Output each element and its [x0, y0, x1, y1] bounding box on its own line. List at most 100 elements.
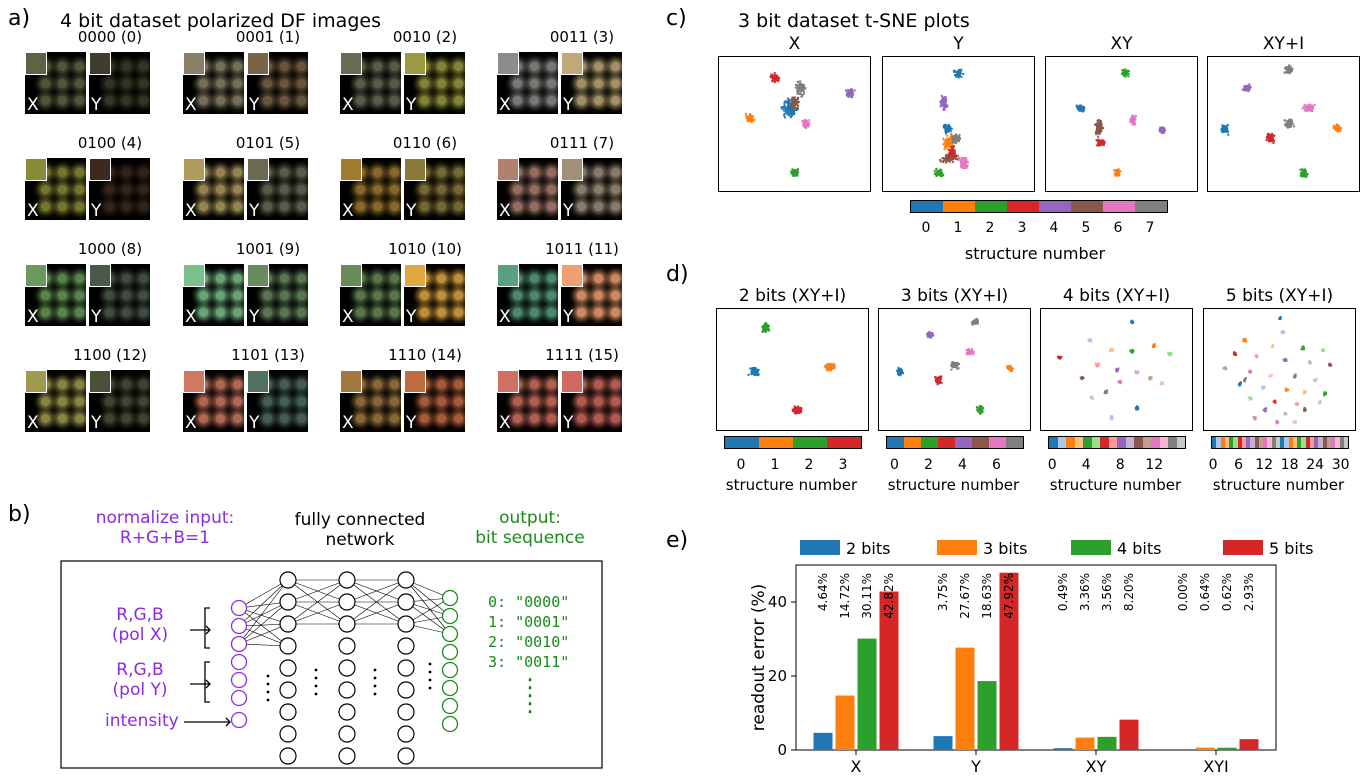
scatter-spot: [437, 202, 446, 211]
scatter-spot: [356, 202, 365, 211]
scatter-point: [773, 81, 776, 84]
scatter-point: [951, 154, 954, 157]
scatter-point: [951, 136, 954, 139]
scatter-point: [850, 88, 853, 91]
scatter-point: [900, 371, 903, 374]
scatter-point: [942, 124, 945, 127]
tile-label: 0010 (2): [392, 28, 458, 46]
scatter-point: [770, 76, 773, 79]
scatter-point: [747, 117, 750, 120]
scatter-spot: [547, 79, 556, 88]
scatter-point: [1080, 108, 1083, 111]
color-swatch: [25, 52, 47, 75]
scatter-point: [1111, 348, 1114, 351]
colorbar-segment: [1305, 437, 1310, 448]
scatter-spot: [373, 79, 382, 88]
scatter-point: [966, 164, 969, 167]
scatter-point: [1303, 175, 1306, 178]
scatter-point: [1267, 137, 1270, 140]
scatter-point: [1104, 391, 1107, 394]
df-image-x: X: [183, 264, 244, 326]
scatter-point: [1097, 142, 1100, 145]
scatter-point: [936, 378, 939, 381]
color-swatch: [89, 158, 111, 181]
scatter-spot: [41, 308, 50, 317]
colorbar-segment: [1100, 437, 1109, 448]
scatter-point: [1009, 366, 1012, 369]
colorbar-tick-label: 0: [1047, 457, 1057, 473]
scatter-point: [976, 408, 979, 411]
scatter-point: [1125, 73, 1128, 76]
scatter-point: [1097, 124, 1100, 127]
color-swatch: [404, 158, 426, 181]
scatter-point: [1271, 139, 1274, 142]
scatter-spot: [199, 291, 208, 300]
scatter-point: [945, 106, 948, 109]
scatter-point: [796, 170, 799, 173]
scatter-point: [794, 107, 797, 110]
colorbar-segment: [1117, 437, 1126, 448]
scatter-point: [940, 171, 943, 174]
scatter-point: [1132, 115, 1135, 118]
scatter-point: [957, 367, 960, 370]
df-image-x: X: [340, 264, 401, 326]
scatter-point: [950, 152, 953, 155]
scatter-point: [944, 141, 947, 144]
scatter-point: [1271, 136, 1274, 139]
scatter-point: [939, 172, 942, 175]
scatter-point: [1151, 346, 1154, 349]
scatter-spot: [547, 96, 556, 105]
scatter-spot: [437, 185, 446, 194]
scatter-point: [941, 172, 944, 175]
scatter-spot: [373, 397, 382, 406]
scatter-spot: [280, 274, 289, 283]
scatter-spot: [454, 79, 463, 88]
scatter-point: [1262, 386, 1265, 389]
scatter-point: [1287, 66, 1290, 69]
scatter-point: [1095, 364, 1098, 367]
scatter-point: [1274, 399, 1277, 402]
scatter-point: [938, 173, 941, 176]
scatter-point: [783, 104, 786, 107]
scatter-point: [964, 162, 967, 165]
scatter-point: [1101, 143, 1104, 146]
scatter-spot: [199, 79, 208, 88]
scatter-spot: [122, 79, 131, 88]
network-title: fully connected network: [260, 510, 460, 550]
scatter-point: [770, 75, 773, 78]
hidden-node: [397, 747, 415, 765]
scatter-point: [948, 124, 951, 127]
scatter-spot: [75, 380, 84, 389]
bar-value-label: 3.56%: [1100, 573, 1114, 611]
scatter-point: [797, 87, 800, 90]
scatter-point: [804, 87, 807, 90]
scatter-point: [1058, 355, 1061, 358]
scatter-spot: [139, 291, 148, 300]
tile-label: 0000 (0): [77, 28, 143, 46]
hidden-node: [338, 659, 356, 677]
scatter-point: [1293, 420, 1296, 423]
scatter-point: [1160, 381, 1163, 384]
panel-c-xlabel: structure number: [964, 244, 1106, 263]
scatter-point: [789, 112, 792, 115]
scatter-point: [1283, 71, 1286, 74]
colorbar-tick-label: 4: [1049, 220, 1059, 236]
scatter-point: [803, 124, 806, 127]
scatter-spot: [263, 202, 272, 211]
scatter-point: [897, 371, 900, 374]
scatter-point: [1225, 130, 1228, 133]
tile-label: 1110 (14): [388, 346, 462, 364]
scatter-spot: [547, 168, 556, 177]
scatter-spot: [75, 96, 84, 105]
scatter-spot: [513, 79, 522, 88]
scatter-point: [1131, 114, 1134, 117]
scatter-point: [1286, 68, 1289, 71]
bar: [1097, 736, 1117, 750]
color-swatch: [247, 52, 269, 75]
scatter-point: [1243, 85, 1246, 88]
scatter-spot: [373, 185, 382, 194]
scatter-point: [1308, 108, 1311, 111]
scatter-point: [939, 381, 942, 384]
scatter-spot: [594, 185, 603, 194]
colorbar-segment: [793, 437, 827, 448]
